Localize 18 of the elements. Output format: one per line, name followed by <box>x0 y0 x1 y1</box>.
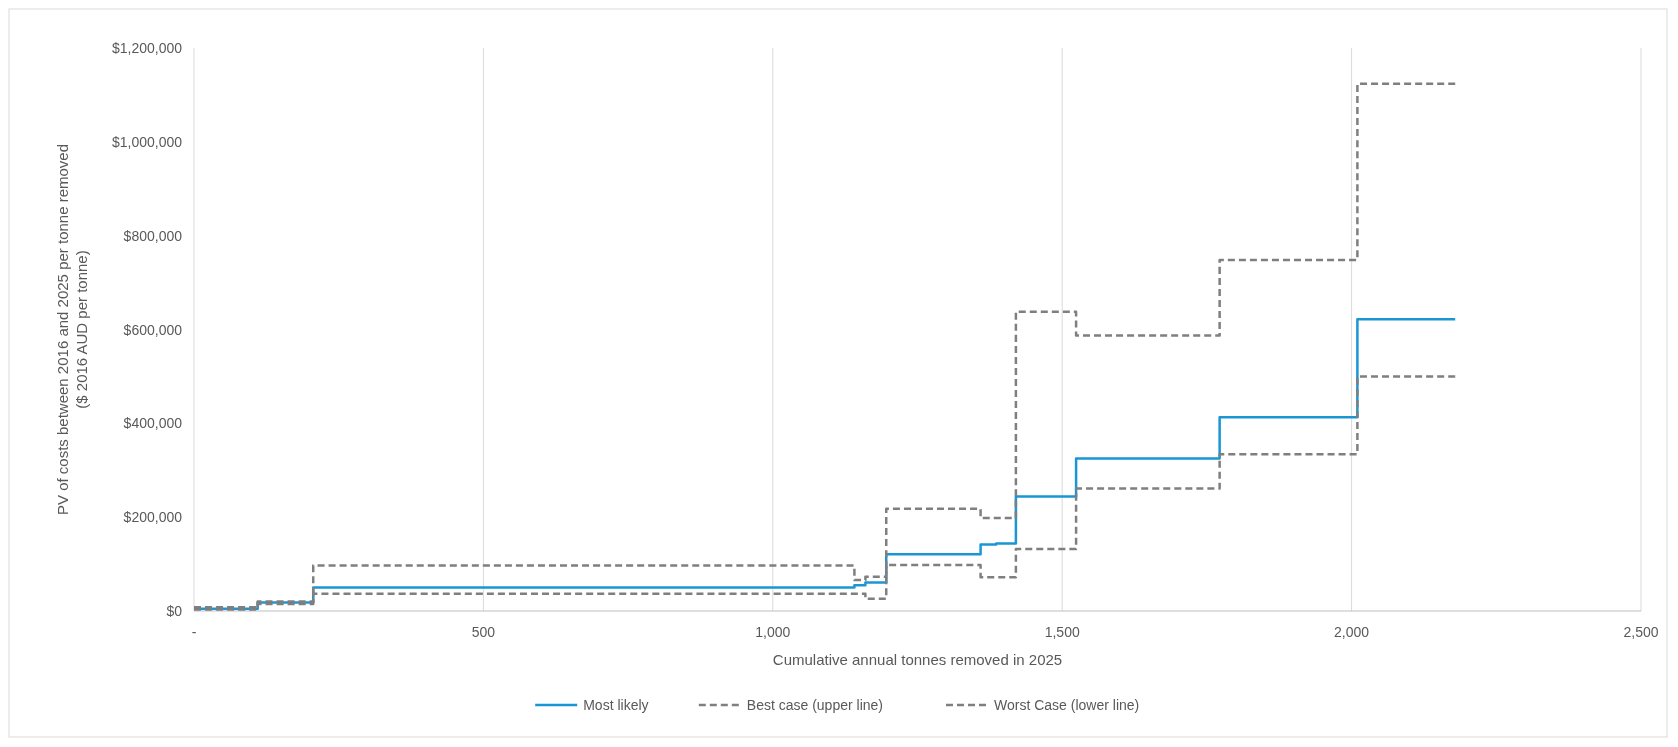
x-tick-label: 2,000 <box>1334 624 1370 640</box>
y-tick-label: $0 <box>166 603 183 619</box>
y-tick-label: $600,000 <box>123 321 183 338</box>
legend-label: Worst Case (lower line) <box>994 697 1140 713</box>
x-tick-label: 1,500 <box>1044 624 1080 640</box>
y-tick-label: $800,000 <box>123 227 183 244</box>
y-axis-title: PV of costs between 2016 and 2025 per tonne removed ($ 2016 AUD per tonne) <box>54 143 90 516</box>
y-tick-label: $200,000 <box>123 509 183 526</box>
x-tick-label: - <box>191 624 197 640</box>
y-tick-label: $1,200,000 <box>111 40 183 56</box>
x-tick-label: 2,500 <box>1623 624 1659 640</box>
x-axis-title: Cumulative annual tonnes removed in 2025 <box>772 651 1063 668</box>
legend-label: Best case (upper line) <box>746 697 883 713</box>
x-tick-label: 500 <box>471 624 496 640</box>
y-tick-label: $400,000 <box>123 415 183 432</box>
y-tick-label: $1,000,000 <box>111 133 183 150</box>
legend-label: Most likely <box>583 697 649 713</box>
x-tick-label: 1,000 <box>755 624 791 640</box>
